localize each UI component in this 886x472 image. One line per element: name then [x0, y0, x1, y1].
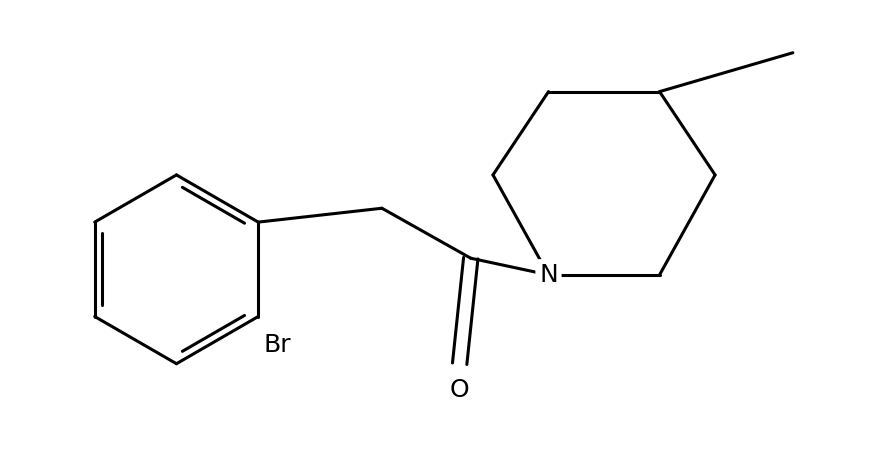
Text: O: O: [450, 378, 470, 402]
Text: Br: Br: [264, 333, 291, 357]
Text: N: N: [539, 263, 558, 287]
